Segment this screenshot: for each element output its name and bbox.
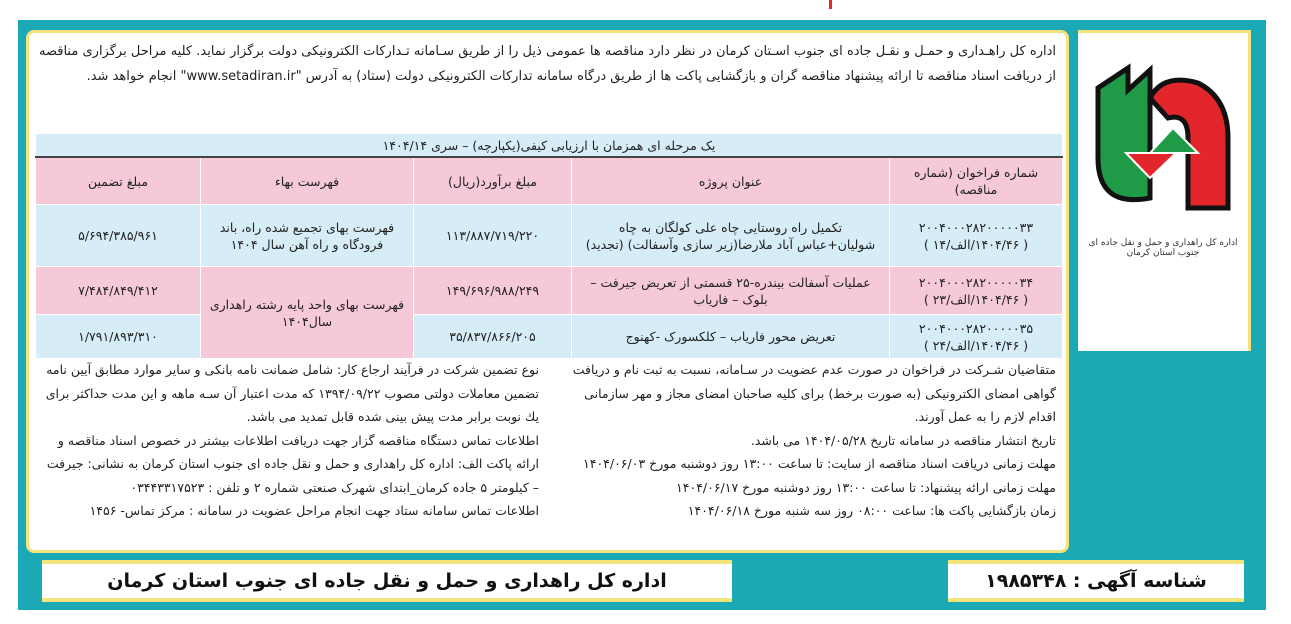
submission-deadline: مهلت زمانی ارائه پیشنهاد: تا ساعت ۱۳:۰۰ … <box>676 479 1056 495</box>
contact-info: اطلاعات تماس دستگاه مناقصه گزار جهت دریا… <box>46 432 539 495</box>
price-list: فهرست بهای تجمیع شده راه، باند فرودگاه و… <box>200 204 414 267</box>
header-price-list: فهرست بهاء <box>200 156 414 205</box>
guarantee-amount: ۵/۶۹۴/۳۸۵/۹۶۱ <box>35 204 201 267</box>
setad-contact: اطلاعات تماس سامانه ستاد جهت انجام مراحل… <box>89 503 539 518</box>
ad-body: اداره کل راهـداری و حمـل و نقـل جاده ای … <box>26 30 1069 553</box>
header-number: شماره فراخوان (شماره مناقصه) <box>889 156 1063 205</box>
project-title: تکمیل راه روستایی چاه علی کولگان به چاه … <box>571 204 890 267</box>
ribbon-notch <box>1244 556 1266 598</box>
tender-number-cell: ۲۰۰۴۰۰۰۲۸۲۰۰۰۰۰۳۵( ۱۴۰۴/۴۶/الف/۲۴ ) <box>889 314 1063 359</box>
tender-number-cell: ۲۰۰۴۰۰۰۲۸۲۰۰۰۰۰۳۴( ۱۴۰۴/۴۶/الف/۲۳ ) <box>889 266 1063 315</box>
table-row: ۲۰۰۴۰۰۰۲۸۲۰۰۰۰۰۳۳( ۱۴۰۴/۴۶/الف/۱۴ ) تکمی… <box>35 204 1063 267</box>
logo-panel: اداره کل راهداری و حمل و نقل جاده ای جنو… <box>1078 30 1251 351</box>
tender-number-cell: ۲۰۰۴۰۰۰۲۸۲۰۰۰۰۰۳۳( ۱۴۰۴/۴۶/الف/۱۴ ) <box>889 204 1063 267</box>
logo-text: اداره کل راهداری و حمل و نقل جاده ای جنو… <box>1088 238 1238 258</box>
estimate-amount: ۱۱۳/۸۸۷/۷۱۹/۲۲۰ <box>413 204 572 267</box>
footer-bar: اداره کل راهداری و حمل و نقل جاده ای جنو… <box>18 556 1266 602</box>
price-list: فهرست بهای واحد پایه رشته راهداری سال۱۴۰… <box>200 266 414 359</box>
estimate-amount: ۳۵/۸۳۷/۸۶۶/۲۰۵ <box>413 314 572 359</box>
document-deadline: مهلت زمانی دریافت اسناد مناقصه از سایت: … <box>583 456 1056 471</box>
footer-organization: اداره کل راهداری و حمل و نقل جاده ای جنو… <box>42 560 732 602</box>
tender-table: یک مرحله ای همزمان با ارزیابی کیفی(یکپار… <box>35 133 1063 359</box>
header-estimate: مبلغ برآورد(ریال) <box>413 156 572 205</box>
info-column: نوع تضمین شرکت در فرآیند ارجاع کار: شامل… <box>39 358 539 523</box>
header-guarantee: مبلغ تضمین <box>35 156 201 205</box>
guarantee-amount: ۱/۷۹۱/۸۹۳/۳۱۰ <box>35 314 201 359</box>
rmto-logo-icon <box>1095 63 1231 211</box>
opening-time: زمان بازگشایی پاکت ها: ساعت ۰۸:۰۰ روز سه… <box>687 503 1056 518</box>
top-mark <box>829 0 832 9</box>
intro-paragraph: اداره کل راهـداری و حمـل و نقـل جاده ای … <box>39 44 1056 84</box>
registration-note: متقاضیان شـرکت در فراخوان در صورت عدم عض… <box>572 362 1056 424</box>
guarantee-type: نوع تضمین شرکت در فرآیند ارجاع کار: شامل… <box>45 362 539 424</box>
publish-date: تاریخ انتشار مناقصه در سامانه تاریخ ۱۴۰۴… <box>750 432 1056 448</box>
table-row: ۲۰۰۴۰۰۰۲۸۲۰۰۰۰۰۳۵( ۱۴۰۴/۴۶/الف/۲۴ ) تعری… <box>35 314 1063 359</box>
schedule-column: متقاضیان شـرکت در فراخوان در صورت عدم عض… <box>556 358 1056 523</box>
estimate-amount: ۱۴۹/۶۹۶/۹۸۸/۲۴۹ <box>413 266 572 315</box>
ribbon-notch <box>18 556 40 598</box>
table-row: ۲۰۰۴۰۰۰۲۸۲۰۰۰۰۰۳۴( ۱۴۰۴/۴۶/الف/۲۳ ) عملی… <box>35 266 1063 359</box>
header-title: عنوان پروژه <box>571 156 890 205</box>
ad-id: شناسه آگهی : ۱۹۸۵۳۴۸ <box>948 560 1244 602</box>
project-title: عملیات آسفالت بیندره-۲۵ قسمتی از تعریض ج… <box>571 266 890 315</box>
table-caption: یک مرحله ای همزمان با ارزیابی کیفی(یکپار… <box>35 133 1063 158</box>
guarantee-amount: ۷/۴۸۴/۸۴۹/۴۱۲ <box>35 266 201 315</box>
project-title: تعریض محور فاریاب – کلکسورک -کهنوج <box>571 314 890 359</box>
